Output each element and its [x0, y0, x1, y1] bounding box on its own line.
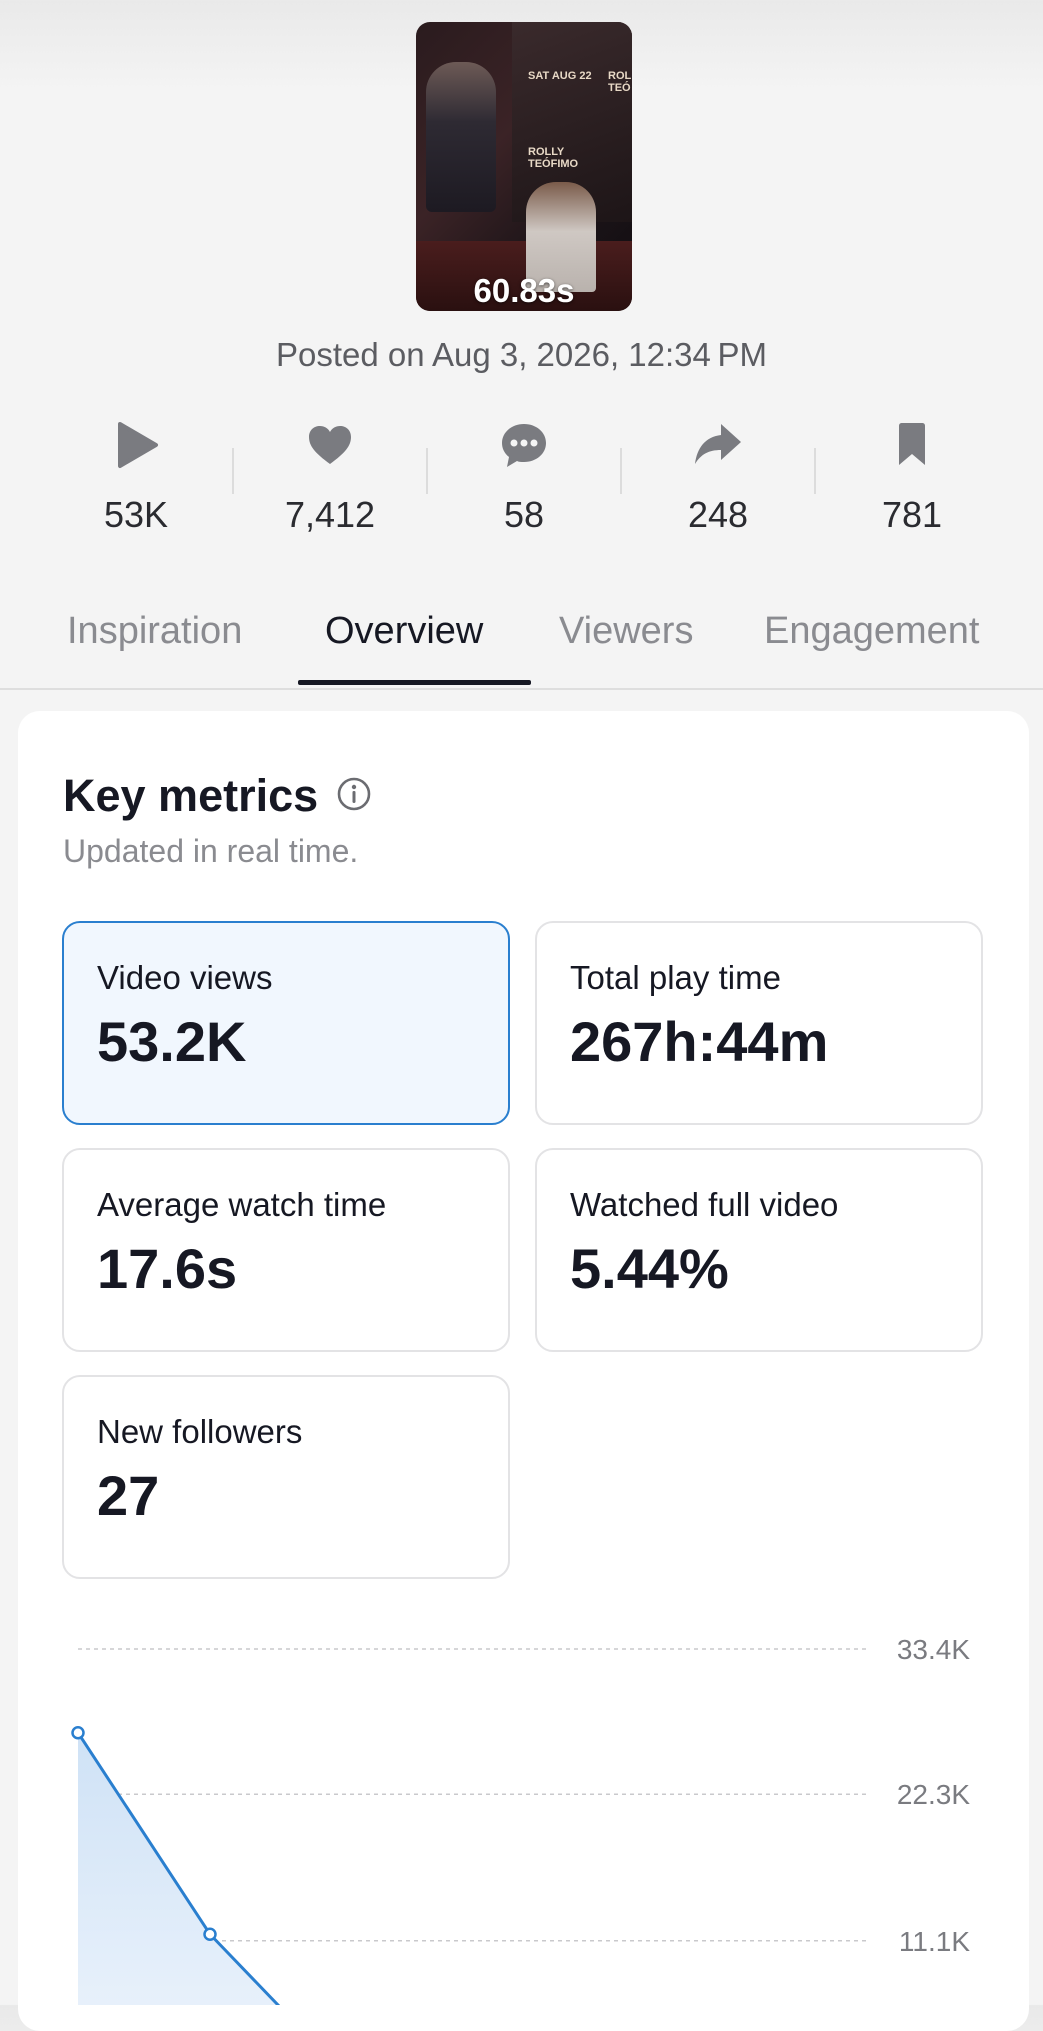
stat-likes: 7,412 — [270, 420, 390, 536]
stat-saves: 781 — [852, 420, 972, 536]
info-icon[interactable] — [336, 776, 372, 812]
active-tab-indicator — [298, 680, 531, 685]
metric-total-play-time[interactable]: Total play time 267h:44m — [535, 921, 983, 1125]
play-icon — [118, 422, 158, 468]
stat-value: 58 — [503, 494, 545, 535]
metric-value: 27 — [97, 1464, 160, 1527]
metric-label: Total play time — [570, 959, 781, 996]
stat-value: 248 — [687, 494, 749, 535]
tab-engagement[interactable]: Engagement — [764, 610, 980, 652]
thumbnail-table — [416, 241, 632, 311]
video-duration: 60.83s — [473, 272, 575, 309]
thumbnail-figure — [526, 182, 596, 292]
divider — [232, 448, 234, 494]
metric-video-views[interactable]: Video views 53.2K — [62, 921, 510, 1125]
metric-new-followers[interactable]: New followers 27 — [62, 1375, 510, 1579]
posted-date: Posted on Aug 3, 2026, 12:34 PM — [276, 336, 767, 373]
video-thumbnail[interactable]: SAT AUG 22 ROLLY TEÓFIMO ROL TEÓ 60.83s — [416, 22, 632, 311]
stat-comments: 58 — [464, 420, 584, 536]
chart-data-point — [203, 1927, 217, 1941]
stat-shares: 248 — [658, 420, 778, 536]
bookmark-icon — [899, 423, 925, 465]
divider — [620, 448, 622, 494]
metric-value: 5.44% — [570, 1237, 729, 1300]
comment-icon — [502, 424, 546, 467]
chart-y-tick-label: 22.3K — [897, 1779, 970, 1810]
metric-value: 17.6s — [97, 1237, 238, 1300]
thumbnail-figure — [426, 62, 496, 212]
chart-area-fill — [78, 1732, 279, 2005]
metric-label: New followers — [97, 1413, 303, 1450]
chart-series-line — [76, 1731, 281, 2005]
share-icon — [695, 424, 741, 464]
metric-label: Watched full video — [570, 1186, 839, 1223]
analytics-tabs: Inspiration Overview Viewers Engagement — [0, 610, 1043, 690]
heart-icon — [309, 426, 351, 464]
video-views-chart: 33.4K 22.3K 11.1K — [71, 1634, 970, 2005]
section-title: Key metrics — [63, 770, 319, 821]
tab-viewers[interactable]: Viewers — [559, 610, 694, 652]
tab-inspiration[interactable]: Inspiration — [67, 610, 243, 652]
stat-views: 53K — [76, 420, 196, 536]
metric-label: Video views — [97, 959, 273, 996]
chart-data-point — [71, 1725, 85, 1740]
metric-value: 53.2K — [97, 1010, 247, 1073]
metric-label: Average watch time — [97, 1186, 387, 1223]
metric-average-watch-time[interactable]: Average watch time 17.6s — [62, 1148, 510, 1352]
divider — [426, 448, 428, 494]
stat-value: 781 — [881, 494, 943, 535]
metric-value: 267h:44m — [570, 1010, 829, 1073]
divider — [814, 448, 816, 494]
metric-watched-full-video[interactable]: Watched full video 5.44% — [535, 1148, 983, 1352]
chart-y-tick-label: 11.1K — [899, 1926, 970, 1957]
stat-value: 53K — [103, 494, 169, 535]
tab-overview[interactable]: Overview — [325, 610, 484, 652]
stat-value: 7,412 — [284, 494, 376, 535]
chart-y-tick-label: 33.4K — [897, 1634, 970, 1665]
section-subtitle: Updated in real time. — [63, 833, 359, 869]
